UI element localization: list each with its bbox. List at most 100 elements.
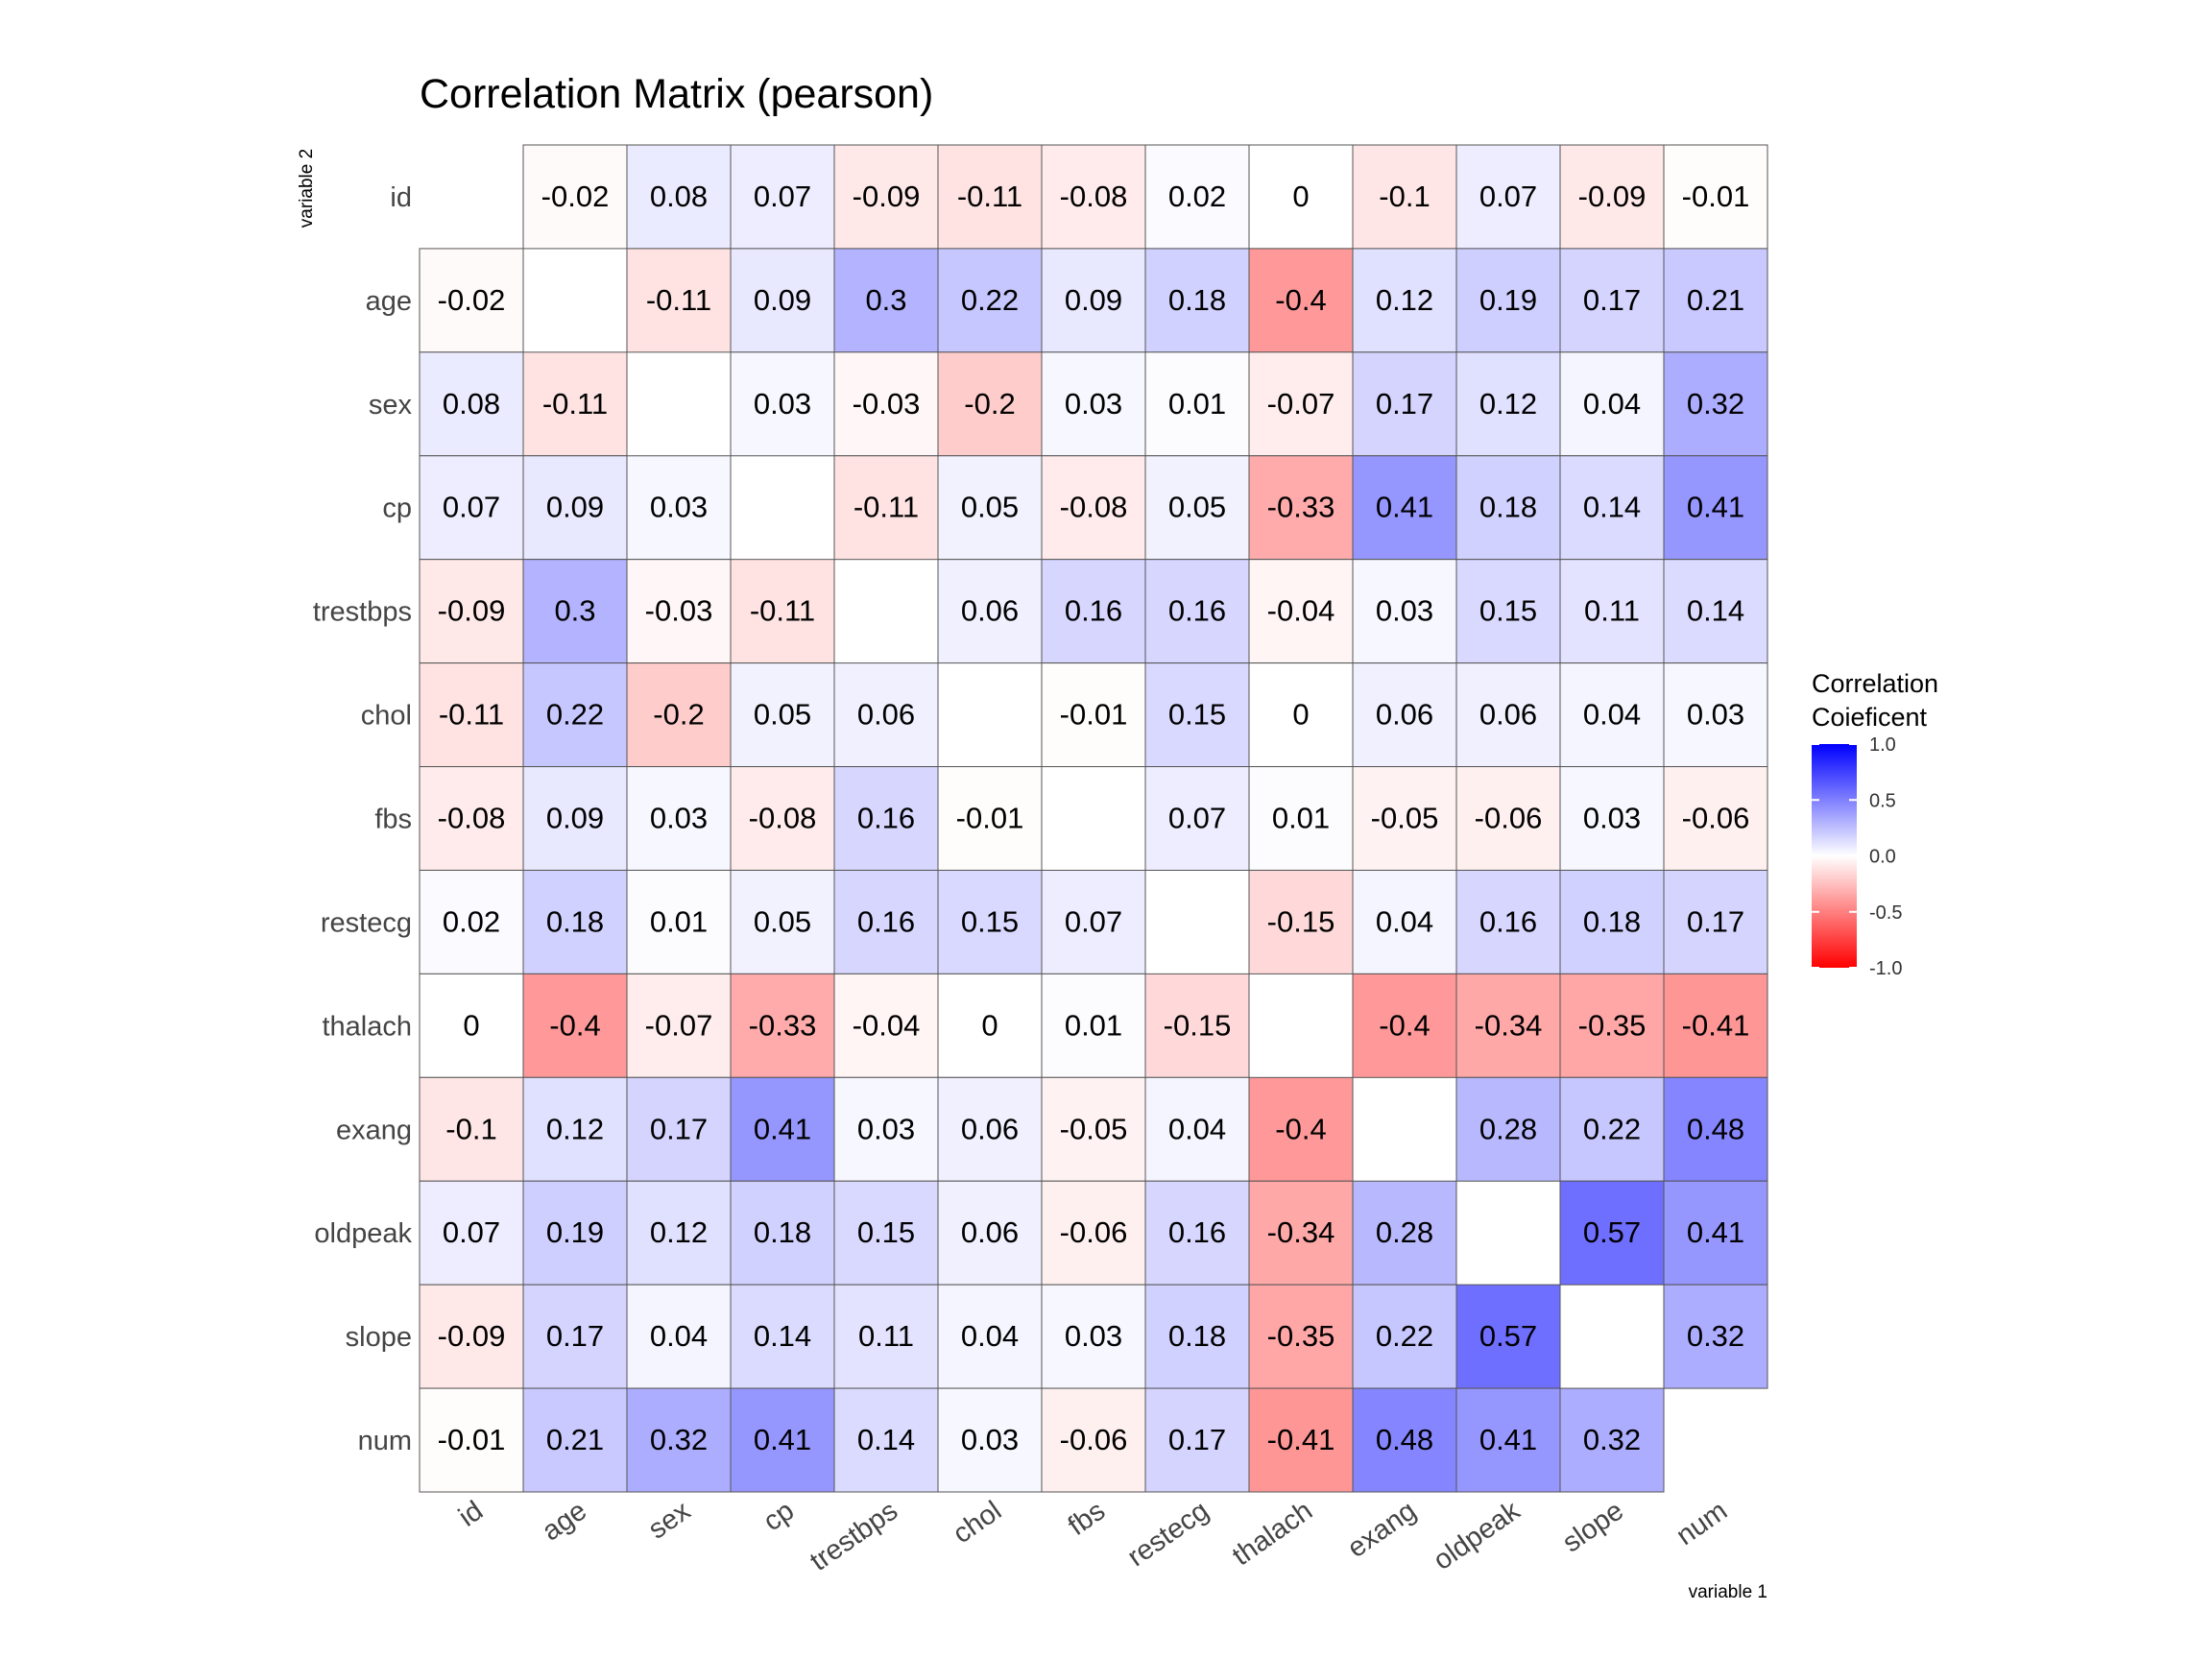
x-tick-label-cp: cp [758,1496,800,1538]
cell-value-age-id: -0.02 [438,283,506,317]
cell-value-sex-thalach: -0.07 [1267,387,1335,421]
cell-value-slope-restecg: 0.18 [1168,1319,1226,1353]
cell-value-trestbps-exang: 0.03 [1376,594,1433,628]
cell-value-fbs-age: 0.09 [546,802,604,835]
cell-value-oldpeak-sex: 0.12 [650,1215,708,1249]
heatmap-cell-thalach-num [1663,973,1768,1078]
cell-value-oldpeak-trestbps: 0.15 [857,1215,915,1249]
cell-value-restecg-oldpeak: 0.16 [1479,904,1537,938]
cell-value-exang-age: 0.12 [546,1112,604,1145]
heatmap-cell-fbs-oldpeak [1455,766,1561,871]
heatmap-cell-sex-trestbps [833,351,939,457]
cell-value-fbs-thalach: 0.01 [1272,802,1330,835]
cell-value-age-trestbps: 0.3 [865,283,906,317]
cell-value-oldpeak-thalach: -0.34 [1267,1215,1335,1249]
y-tick-label-restecg: restecg [321,907,412,938]
x-tick-label-age: age [537,1496,592,1548]
cell-value-exang-oldpeak: 0.28 [1479,1112,1537,1145]
heatmap-cell-age-sex [626,248,732,353]
cell-value-num-cp: 0.41 [754,1423,811,1456]
cell-value-chol-cp: 0.05 [754,698,811,732]
cell-value-slope-chol: 0.04 [961,1319,1019,1353]
cell-value-cp-oldpeak: 0.18 [1479,491,1537,524]
heatmap-cell-thalach-age [522,973,628,1078]
cell-value-trestbps-age: 0.3 [554,594,595,628]
cell-value-cp-fbs: -0.08 [1060,491,1128,524]
cell-value-slope-cp: 0.14 [754,1319,811,1353]
cell-value-trestbps-slope: 0.11 [1584,594,1640,628]
cell-value-fbs-cp: -0.08 [749,802,817,835]
heatmap-cell-chol-restecg [1144,662,1250,768]
cell-value-age-fbs: 0.09 [1065,283,1122,317]
heatmap-cell-chol-num [1663,662,1768,768]
cell-value-id-num: -0.01 [1682,180,1750,213]
cell-value-chol-num: 0.03 [1687,698,1744,732]
cell-value-cp-trestbps: -0.11 [854,491,919,524]
y-tick-label-thalach: thalach [322,1011,412,1042]
heatmap-cells [419,144,1768,1493]
heatmap-cell-trestbps-sex [626,559,732,664]
heatmap-cell-age-thalach [1248,248,1354,353]
cell-value-chol-thalach: 0 [1292,698,1309,732]
cell-value-sex-chol: -0.2 [964,387,1015,421]
heatmap-cell-age-num [1663,248,1768,353]
cell-value-num-thalach: -0.41 [1267,1423,1335,1456]
cell-value-cp-slope: 0.14 [1583,491,1641,524]
cell-value-slope-age: 0.17 [546,1319,604,1353]
cell-value-sex-age: -0.11 [542,387,608,421]
cell-value-chol-exang: 0.06 [1376,698,1433,732]
cell-value-fbs-trestbps: 0.16 [857,802,915,835]
cell-value-chol-fbs: -0.01 [1060,698,1128,732]
heatmap-cell-cp-exang [1352,455,1457,561]
cell-value-trestbps-cp: -0.11 [750,594,815,628]
cell-value-trestbps-fbs: 0.16 [1065,594,1122,628]
cell-value-cp-id: 0.07 [443,491,500,524]
cell-value-oldpeak-cp: 0.18 [754,1215,811,1249]
cell-value-slope-id: -0.09 [438,1319,506,1353]
cell-value-oldpeak-id: 0.07 [443,1215,500,1249]
cell-value-fbs-num: -0.06 [1682,802,1750,835]
cell-value-restecg-thalach: -0.15 [1267,904,1335,938]
heatmap-cell-cp-slope [1559,455,1665,561]
legend-tick-label: -0.5 [1869,902,1902,924]
heatmap-cell-fbs-slope [1559,766,1665,871]
heatmap-cell-exang-chol [937,1076,1043,1182]
heatmap-cell-restecg-sex [626,869,732,974]
cell-value-exang-fbs: -0.05 [1060,1112,1128,1145]
cell-value-sex-oldpeak: 0.12 [1479,387,1537,421]
y-tick-label-slope: slope [346,1322,412,1353]
cell-value-num-restecg: 0.17 [1168,1423,1226,1456]
cell-value-restecg-exang: 0.04 [1376,904,1433,938]
heatmap-cell-oldpeak-slope [1559,1180,1665,1286]
x-tick-label-slope: slope [1557,1496,1629,1559]
heatmap-cell-sex-age [522,351,628,457]
cell-value-age-exang: 0.12 [1376,283,1433,317]
cell-value-id-age: -0.02 [541,180,610,213]
cell-value-id-thalach: 0 [1292,180,1309,213]
x-tick-label-fbs: fbs [1063,1496,1111,1542]
heatmap-cell-exang-num [1663,1076,1768,1182]
legend-title-line-1: Correlation [1812,669,1938,698]
heatmap-cell-sex-cp [730,351,835,457]
cell-value-cp-thalach: -0.33 [1267,491,1335,524]
cell-value-sex-slope: 0.04 [1583,387,1641,421]
heatmap-cell-num-restecg [1144,1387,1250,1493]
heatmap-cell-cp-num [1663,455,1768,561]
y-tick-label-age: age [366,286,412,317]
x-tick-label-trestbps: trestbps [805,1496,903,1577]
heatmap-cell-restecg-slope [1559,869,1665,974]
color-legend: Correlation Coieficent 1.0 0.5 0.0 -0.5 -1.0 [1812,669,1938,979]
heatmap-cell-chol-age [522,662,628,768]
cell-value-exang-slope: 0.22 [1583,1112,1641,1145]
cell-value-age-thalach: -0.4 [1275,283,1326,317]
cell-value-id-slope: -0.09 [1578,180,1647,213]
x-tick-label-exang: exang [1342,1496,1422,1565]
heatmap-cell-thalach-cp [730,973,835,1078]
cell-value-trestbps-oldpeak: 0.15 [1479,594,1537,628]
cell-value-num-oldpeak: 0.41 [1479,1423,1537,1456]
heatmap-cell-chol-thalach [1248,662,1354,768]
cell-value-chol-slope: 0.04 [1583,698,1641,732]
cell-value-thalach-trestbps: -0.04 [853,1008,921,1042]
cell-value-thalach-fbs: 0.01 [1065,1008,1122,1042]
cell-value-slope-oldpeak: 0.57 [1479,1319,1537,1353]
